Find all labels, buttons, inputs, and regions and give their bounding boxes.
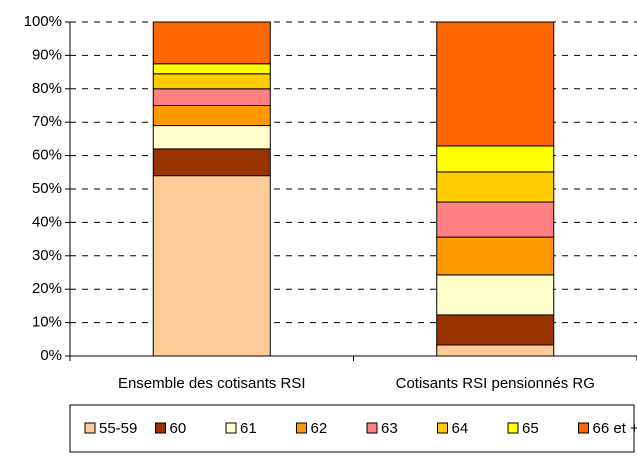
y-tick-label: 0% — [40, 347, 62, 364]
y-tick-label: 90% — [32, 46, 62, 63]
y-tick-label: 70% — [32, 113, 62, 130]
x-tick-label: Ensemble des cotisants RSI — [118, 375, 306, 392]
y-tick-label: 60% — [32, 147, 62, 164]
y-tick-label: 30% — [32, 247, 62, 264]
legend-box — [69, 404, 635, 453]
bar-segment — [436, 314, 555, 346]
legend-label: 66 et + — [593, 420, 637, 437]
y-tick-label: 20% — [32, 280, 62, 297]
bar-segment — [152, 175, 271, 357]
bar-segment — [436, 274, 555, 316]
legend-label: 62 — [311, 420, 328, 437]
bar-segment — [152, 63, 271, 75]
bar-segment — [436, 236, 555, 276]
legend-label: 63 — [381, 420, 398, 437]
bar-segment — [152, 148, 271, 177]
legend-swatch — [225, 422, 237, 434]
legend-swatch — [84, 422, 96, 434]
legend-label: 61 — [240, 420, 257, 437]
y-tick-label: 50% — [32, 180, 62, 197]
bar-segment — [152, 125, 271, 150]
legend-swatch — [155, 422, 166, 434]
bar-segment — [436, 201, 555, 238]
legend-swatch — [578, 422, 589, 434]
y-tick-label: 10% — [32, 314, 62, 331]
y-tick-label: 40% — [32, 213, 62, 230]
bar-segment — [152, 73, 271, 90]
legend-label: 55-59 — [99, 420, 137, 437]
bar-segment — [436, 344, 555, 357]
bar-segment — [436, 171, 555, 203]
legend-swatch — [437, 422, 448, 434]
legend-label: 64 — [452, 420, 469, 437]
x-tick-label: Cotisants RSI pensionnés RG — [396, 375, 595, 392]
y-tick-label: 80% — [32, 80, 62, 97]
legend-label: 60 — [170, 420, 187, 437]
bar-segment — [436, 145, 555, 173]
bar-segment — [436, 21, 555, 147]
y-tick-label: 100% — [24, 13, 62, 30]
legend-swatch — [366, 422, 378, 434]
legend-swatch — [507, 422, 519, 434]
bar-segment — [152, 105, 271, 127]
legend-label: 65 — [522, 420, 539, 437]
bar-segment — [152, 88, 271, 107]
bar-segment — [152, 21, 271, 65]
legend-swatch — [296, 422, 307, 434]
